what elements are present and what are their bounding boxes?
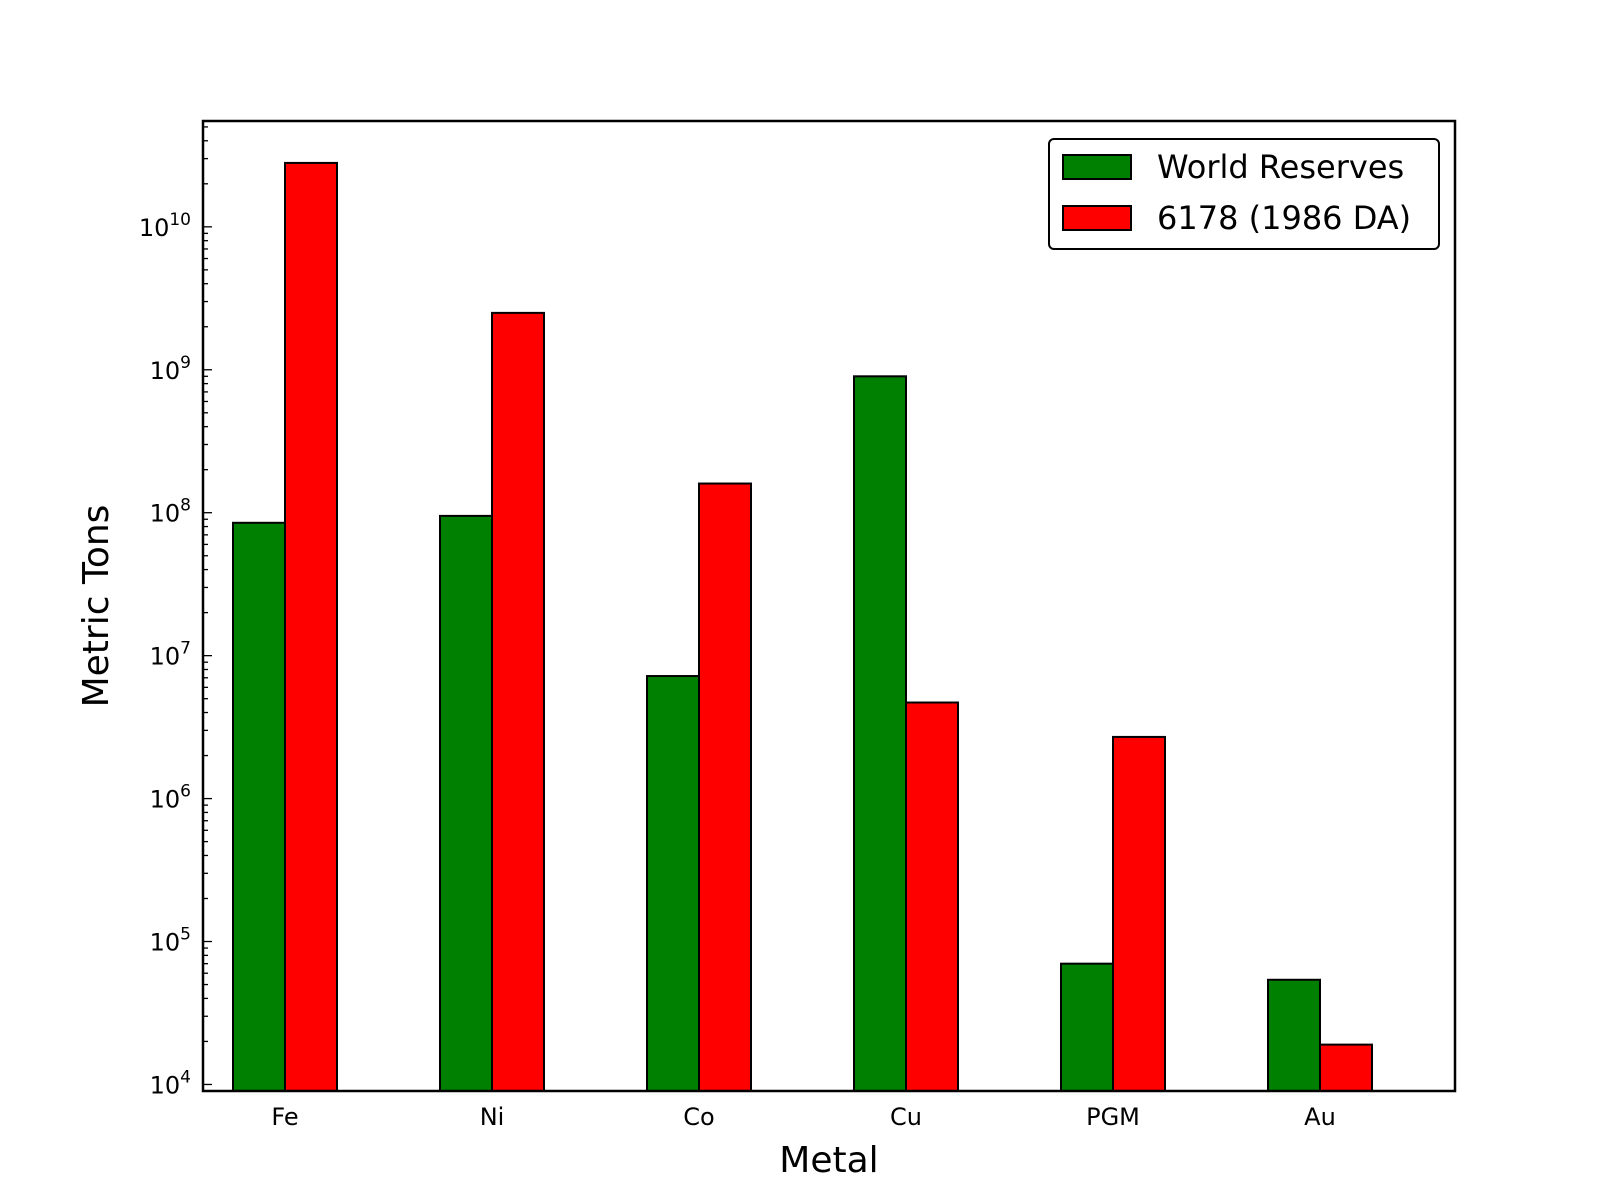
x-tick-label-fe: Fe (271, 1103, 298, 1131)
legend: World Reserves 6178 (1986 DA) (1048, 138, 1440, 250)
x-tick-label-co: Co (683, 1103, 714, 1131)
y-axis-title: Metric Tons (76, 505, 117, 708)
bars-layer (232, 161, 1373, 1093)
y-tick-label-1e10: 1010 (139, 210, 191, 242)
legend-swatch-world-reserves (1062, 154, 1132, 180)
x-axis-ticks: Fe Ni Co Cu PGM Au (271, 1083, 1336, 1131)
bar-fe-world-reserves (232, 521, 286, 1092)
y-tick-label-1e7: 107 (150, 639, 191, 671)
bar-pgm-6178 (1112, 735, 1166, 1092)
legend-box (1048, 138, 1440, 250)
bar-ni-world-reserves (439, 514, 493, 1092)
y-tick-label-1e4: 104 (150, 1067, 191, 1099)
bar-cu-6178 (905, 701, 959, 1092)
y-tick-label-1e5: 105 (150, 925, 191, 957)
bar-pgm-world-reserves (1060, 962, 1114, 1093)
y-tick-label-1e6: 106 (150, 782, 191, 814)
y-axis-ticks: 104 105 106 107 108 109 1010 (139, 126, 212, 1099)
x-tick-label-ni: Ni (480, 1103, 505, 1131)
x-tick-label-cu: Cu (890, 1103, 922, 1131)
bar-co-6178 (698, 482, 752, 1092)
legend-swatch-6178 (1062, 205, 1132, 231)
bar-ni-6178 (491, 311, 545, 1092)
x-tick-label-pgm: PGM (1086, 1103, 1140, 1131)
y-tick-label-1e8: 108 (150, 496, 191, 528)
legend-label-world-reserves: World Reserves (1157, 148, 1404, 186)
bar-co-world-reserves (646, 675, 700, 1093)
y-tick-label-1e9: 109 (150, 353, 191, 385)
plot-frame (201, 119, 1457, 1093)
bar-fe-6178 (284, 161, 338, 1092)
bar-au-world-reserves (1267, 978, 1321, 1092)
x-tick-label-au: Au (1304, 1103, 1336, 1131)
bar-cu-world-reserves (853, 375, 907, 1092)
x-axis-title: Metal (779, 1140, 878, 1181)
legend-label-6178: 6178 (1986 DA) (1157, 199, 1411, 237)
bar-au-6178 (1319, 1043, 1373, 1092)
